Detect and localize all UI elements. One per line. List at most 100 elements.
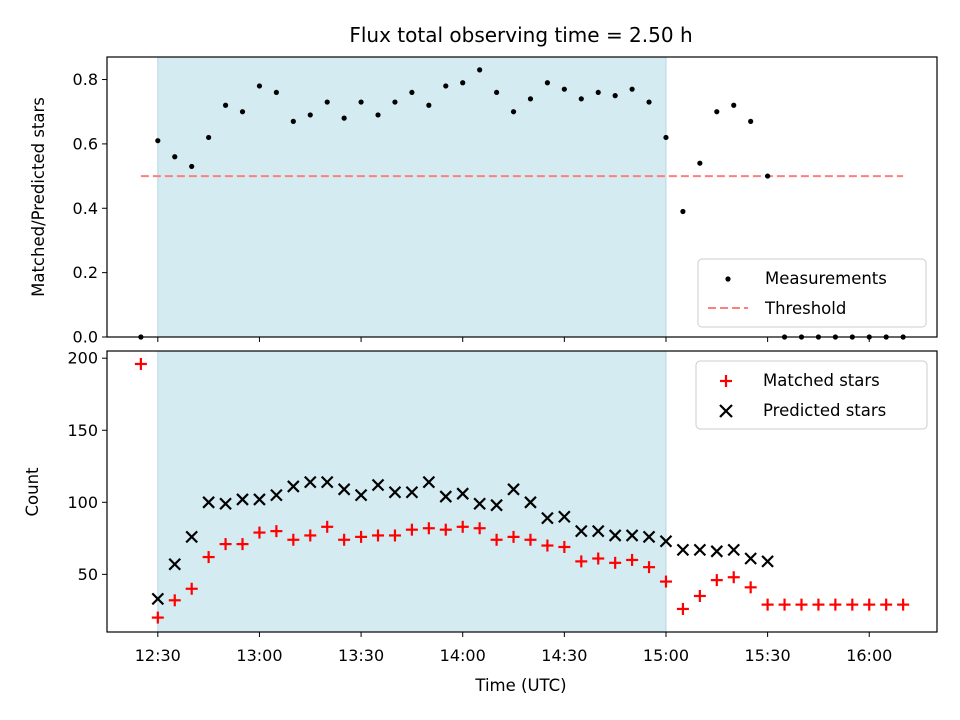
predicted-star-point-b	[337, 483, 351, 496]
matched-star-point	[219, 538, 232, 551]
measurement-point	[612, 93, 618, 99]
matched-star-point	[338, 533, 351, 546]
measurement-point	[443, 83, 449, 89]
predicted-star-point-b	[287, 480, 300, 493]
matched-star-point	[846, 598, 859, 611]
predicted-star-point	[659, 534, 673, 548]
matched-star-point	[541, 539, 554, 552]
legend-measurements-label: Measurements	[765, 269, 887, 288]
bottom-x-tick-label: 14:00	[440, 646, 486, 665]
top-y-tick-label: 0.6	[73, 134, 98, 153]
matched-star-point	[778, 598, 791, 611]
predicted-star-point-b	[270, 488, 283, 502]
matched-star-point	[490, 533, 503, 546]
predicted-star-point	[253, 493, 266, 506]
predicted-star-point-b	[354, 488, 368, 502]
predicted-star-point	[693, 543, 707, 557]
matched-star-point	[897, 598, 910, 611]
bottom-x-tick-label: 13:30	[338, 646, 384, 665]
predicted-star-point-b	[473, 497, 486, 511]
predicted-star-point-b	[693, 543, 707, 557]
bottom-panel: 50 100 150 200 12:30 13:00 13:30 14:00 14:30 15:…	[23, 349, 938, 695]
measurement-point	[748, 118, 754, 124]
bottom-y-axis: 50 100 150 200	[67, 349, 107, 584]
measurement-point	[527, 96, 534, 102]
matched-star-point	[270, 525, 283, 538]
measurement-point	[409, 89, 415, 96]
predicted-star-point	[202, 496, 215, 509]
predicted-star-point	[456, 487, 469, 500]
matched-star-point	[676, 602, 689, 615]
matched-star-point	[355, 530, 368, 543]
measurement-point	[172, 154, 178, 160]
matched-star-point	[372, 529, 385, 542]
predicted-star-point-b	[253, 493, 266, 506]
matched-star-point	[626, 553, 639, 566]
matched-stars-points	[134, 357, 910, 624]
measurement-point	[544, 80, 551, 86]
matched-star-point	[609, 556, 622, 569]
matched-star-point	[473, 522, 486, 535]
predicted-star-point-b	[371, 478, 385, 492]
measurement-point	[189, 163, 195, 170]
measurement-point	[341, 115, 347, 121]
predicted-star-point-b	[388, 485, 402, 499]
predicted-star-point-b	[625, 529, 639, 542]
matched-star-point	[321, 520, 334, 533]
legend-matched-marker	[720, 375, 732, 387]
bottom-y-tick-label: 150	[67, 421, 98, 440]
matched-star-point	[761, 598, 774, 611]
predicted-star-point	[219, 497, 232, 511]
predicted-star-point	[490, 498, 503, 512]
top-y-axis: 0.0 0.2 0.4 0.6 0.8	[73, 70, 107, 347]
matched-star-point	[507, 530, 520, 543]
predicted-star-point-b	[202, 496, 215, 509]
predicted-star-point-b	[303, 475, 317, 489]
measurement-point	[731, 102, 737, 108]
matched-star-point	[388, 529, 401, 542]
predicted-star-point	[558, 510, 571, 523]
measurement-points	[138, 67, 906, 340]
matched-star-point	[287, 533, 300, 546]
top-legend: Measurements Threshold	[697, 258, 927, 328]
matched-star-point	[151, 611, 164, 624]
predicted-star-point	[642, 530, 656, 544]
matched-star-point	[863, 598, 876, 611]
matched-star-point	[744, 581, 757, 594]
predicted-star-point-b	[439, 490, 453, 503]
predicted-star-point-b	[236, 493, 249, 506]
predicted-stars-points	[151, 475, 774, 606]
predicted-star-point	[710, 545, 724, 558]
matched-star-point	[405, 523, 418, 536]
matched-star-point	[795, 598, 808, 611]
matched-star-point	[710, 574, 723, 587]
predicted-star-point	[287, 480, 300, 493]
measurement-point	[392, 99, 398, 105]
measurement-point	[510, 109, 517, 115]
top-y-tick-label: 0.4	[73, 199, 98, 218]
legend-measurements-marker	[725, 276, 731, 282]
measurement-point	[358, 99, 364, 105]
predicted-star-point	[388, 485, 402, 499]
predicted-star-point	[354, 488, 368, 502]
predicted-star-point	[337, 483, 351, 496]
matched-star-point	[185, 582, 198, 595]
matched-star-point	[439, 523, 452, 536]
matched-star-point	[643, 561, 656, 574]
measurement-point	[578, 96, 584, 102]
predicted-star-point	[625, 529, 639, 542]
predicted-star-point-b	[405, 485, 419, 499]
bottom-plot-frame	[106, 350, 938, 633]
predicted-star-point	[541, 511, 554, 525]
measurement-point	[307, 112, 313, 118]
bottom-y-axis-label: Count	[23, 467, 42, 517]
bottom-x-tick-label: 12:30	[135, 646, 181, 665]
predicted-star-point	[524, 496, 537, 509]
predicted-star-point-b	[185, 530, 198, 544]
measurement-point	[663, 134, 669, 141]
measurement-point	[206, 134, 212, 141]
predicted-star-point	[185, 530, 198, 544]
top-y-tick-label: 0.8	[73, 70, 98, 89]
legend-predicted-marker	[719, 404, 733, 418]
